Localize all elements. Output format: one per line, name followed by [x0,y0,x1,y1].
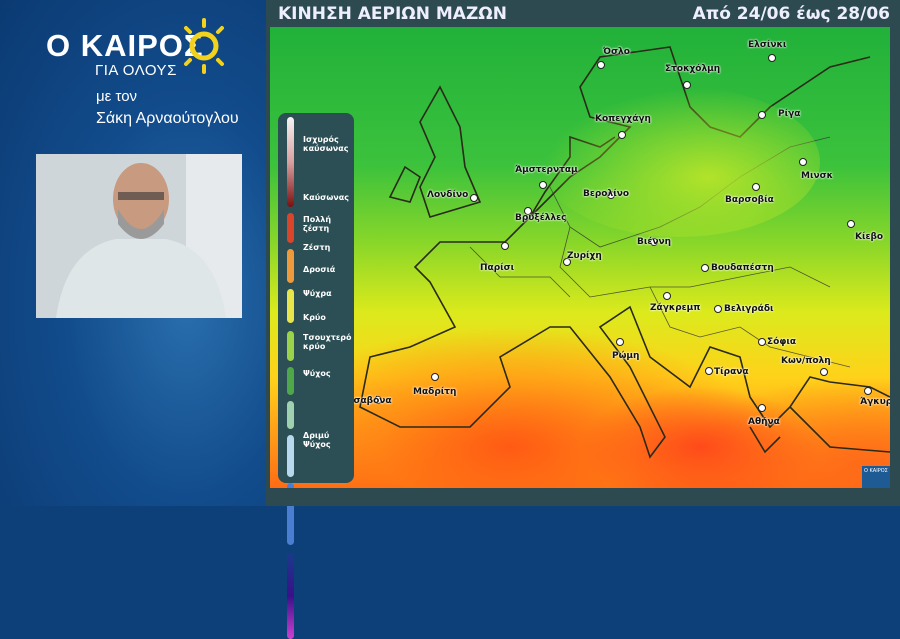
legend-swatch [287,213,294,243]
legend-label: Καύσωνας [303,193,349,202]
city-label: Όσλο [603,47,630,57]
city-label: Άγκυρα [860,397,890,407]
bottom-strip [270,488,900,506]
legend-label: Πολλή ζέστη [303,215,332,233]
city-label: Βερολίνο [583,189,630,199]
legend-swatch [287,331,294,361]
city-marker [618,131,626,139]
city-label: Τίρανα [714,367,749,377]
city-marker [768,54,776,62]
legend-label: Τσουχτερό κρύο [303,333,352,351]
city-label: Αθήνα [748,417,780,427]
city-marker [820,368,828,376]
presenter-silhouette [36,154,242,318]
city-marker [864,387,872,395]
city-label: Κοπεγχάγη [595,114,651,124]
city-marker [607,191,615,199]
city-marker [758,338,766,346]
legend-swatch [287,401,294,429]
show-logo: Ο ΚΑΙΡΟΣ [46,28,204,63]
legend-swatch [287,435,294,477]
city-marker [758,111,766,119]
city-marker [501,242,509,250]
legend-label: Δροσιά [303,265,336,274]
city-label: Βελιγράδι [724,304,774,314]
legend-swatch [287,117,294,207]
legend-label: Ψύχος [303,369,331,378]
left-panel: Ο ΚΑΙΡΟΣ ΓΙΑ ΟΛΟΥΣ με τον Σάκη Αρναούτογ… [0,0,266,506]
city-label: Λισαβόνα [343,396,392,406]
presenter-video [36,154,242,318]
sun-icon [184,18,224,74]
city-marker [799,158,807,166]
legend-swatch [287,367,294,395]
city-label: Βρυξέλλες [515,213,567,223]
city-marker [563,258,571,266]
legend-swatch [287,249,294,283]
city-label: Μινσκ [801,171,833,181]
city-marker [758,404,766,412]
city-marker [470,194,478,202]
map-title: ΚΙΝΗΣΗ ΑΕΡΙΩΝ ΜΑΖΩΝ [278,4,507,24]
city-marker [539,181,547,189]
legend: Ισχυρός καύσωνας Καύσωνας Πολλή ζέστη Ζέστη… [278,113,354,639]
show-logo-subtitle: ΓΙΑ ΟΛΟΥΣ [95,62,177,79]
city-marker [705,367,713,375]
city-marker [714,305,722,313]
legend-label: Ζέστη [303,243,331,252]
legend-label: Ισχυρός καύσωνας [303,135,349,153]
city-label: Στοκχόλμη [665,64,721,74]
city-label: Λονδίνο [427,190,469,200]
city-label: Ρίγα [778,109,801,119]
city-label: Βουδαπέστη [711,263,774,273]
city-label: Κίεβο [855,232,884,242]
city-label: Βαρσοβία [725,195,774,205]
city-marker [597,61,605,69]
legend-label: Κρύο [303,313,326,322]
legend-label: Ψύχρα [303,289,332,298]
city-label: Κων/πολη [781,356,831,366]
city-marker [847,220,855,228]
city-label: Ζυρίχη [567,251,602,261]
city-label: Μαδρίτη [413,387,457,397]
city-label: Παρίσι [480,263,515,273]
corner-logo: Ο ΚΑΙΡΟΣ [862,466,890,488]
city-marker [524,207,532,215]
warm-zone [540,87,820,237]
city-marker [616,338,624,346]
city-label: Βιέννη [637,237,672,247]
city-marker [374,396,382,404]
city-label: Ζάγκρεμπ [650,303,701,313]
city-marker [431,373,439,381]
date-range: Από 24/06 έως 28/06 [692,4,890,24]
legend-label: Δριμύ Ψύχος [303,431,331,449]
legend-swatch [287,289,294,323]
city-label: Άμστερνταμ [515,165,578,175]
air-mass-map: Όσλο Στοκχόλμη Ελσίνκι Ρίγα Κοπεγχάγη Μινσκ Άμ… [270,27,890,488]
city-marker [663,292,671,300]
city-marker [683,81,691,89]
host-name: Σάκη Αρναούτογλου [96,110,239,127]
city-marker [752,183,760,191]
city-marker [701,264,709,272]
city-label: Ρώμη [612,351,640,361]
city-label: Σόφια [767,337,797,347]
city-label: Ελσίνκι [748,40,787,50]
host-prefix: με τον [96,88,138,105]
legend-swatch [287,553,294,639]
city-marker [650,238,658,246]
